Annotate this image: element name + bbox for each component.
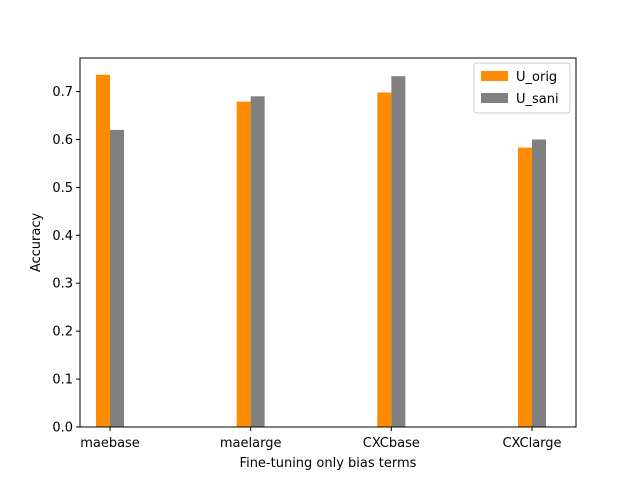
x-tick-label: maebase xyxy=(80,436,140,451)
x-tick-label: CXClarge xyxy=(502,436,561,451)
x-axis-label: Fine-tuning only bias terms xyxy=(240,456,417,471)
bar-u-sani-cxclarge xyxy=(532,139,546,427)
legend: U_orig U_sani xyxy=(473,62,571,114)
y-tick-label: 0.4 xyxy=(52,229,73,244)
y-tick-label: 0.6 xyxy=(52,133,73,148)
y-axis-ticks: 0.0 0.1 0.2 0.3 0.4 0.5 0.6 0.7 xyxy=(52,85,80,436)
legend-swatch xyxy=(481,71,508,81)
legend-swatch xyxy=(481,93,508,103)
y-tick-label: 0.3 xyxy=(52,277,73,292)
legend-label: U_orig xyxy=(516,70,557,85)
legend-label: U_sani xyxy=(516,92,559,107)
y-tick-label: 0.1 xyxy=(52,373,73,388)
y-tick-label: 0.7 xyxy=(52,85,73,100)
bar-u-sani-cxcbase xyxy=(391,76,406,427)
axes-frame xyxy=(79,57,577,428)
bar-u-sani-maelarge xyxy=(250,96,265,428)
bar-u-orig-cxcbase xyxy=(377,92,392,427)
y-tick-label: 0.5 xyxy=(52,181,73,196)
bars-layer xyxy=(96,74,546,428)
y-tick-label: 0.0 xyxy=(52,421,73,436)
y-tick-label: 0.2 xyxy=(52,325,73,340)
bar-u-orig-maelarge xyxy=(236,101,251,427)
x-tick-label: maelarge xyxy=(220,436,282,451)
bar-u-orig-cxclarge xyxy=(518,147,532,427)
x-tick-label: CXCbase xyxy=(363,436,420,451)
bar-u-sani-maebase xyxy=(110,129,124,427)
y-axis-label: Accuracy xyxy=(29,213,44,273)
x-axis-ticks: maebase maelarge CXCbase CXClarge xyxy=(80,427,562,451)
bar-u-orig-maebase xyxy=(96,74,110,427)
